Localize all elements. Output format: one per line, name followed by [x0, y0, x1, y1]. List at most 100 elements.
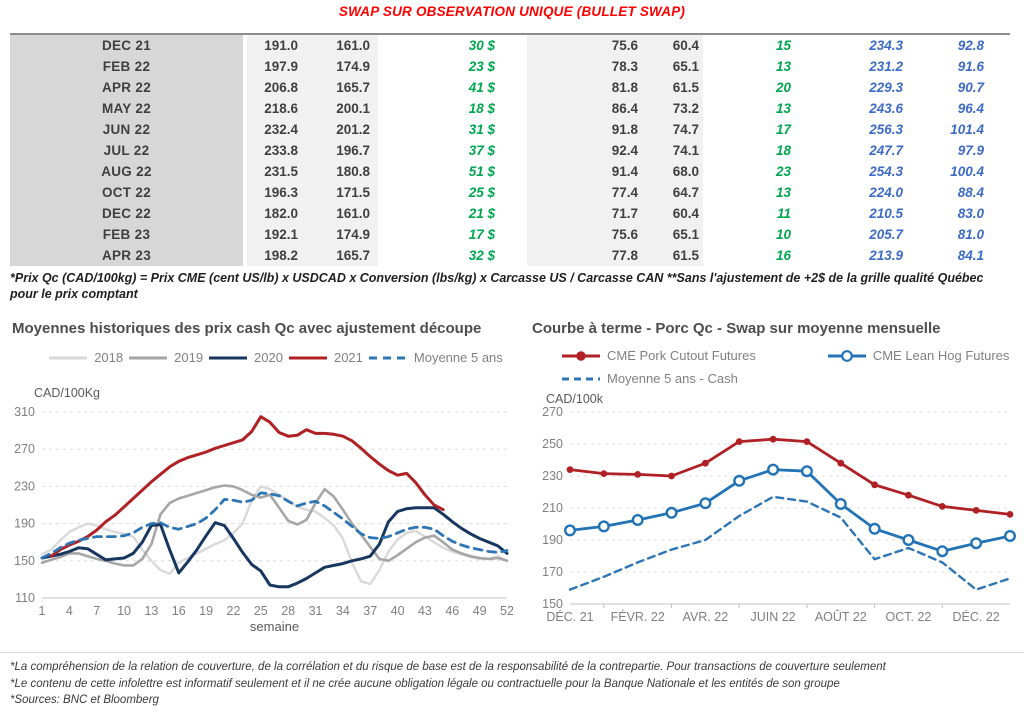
data-marker — [1006, 511, 1014, 518]
table-cell: 92.8 — [957, 38, 984, 53]
table-row: AUG 22 231.5 180.8 51 $ 91.4 68.0 23 254.3 100.4 — [10, 161, 1010, 182]
table-cell: 31 $ — [468, 122, 495, 137]
legend-label: Moyenne 5 ans — [413, 350, 503, 365]
table-cell: 10 — [775, 227, 791, 242]
table-row: APR 22 206.8 165.7 41 $ 81.8 61.5 20 229.3 90.7 — [10, 77, 1010, 98]
column-gap — [243, 56, 247, 77]
table-cell: 18 $ — [468, 101, 495, 116]
table-row: APR 23 198.2 165.7 32 $ 77.8 61.5 16 213.9 84.1 — [10, 245, 1010, 266]
series-line — [568, 437, 1012, 516]
footer-notes: *La compréhension de la relation de couv… — [0, 652, 1024, 709]
row-month-label: FEB 23 — [10, 224, 243, 245]
y-tick-label: 150 — [14, 554, 35, 568]
table-cell: 17 — [775, 122, 791, 137]
table-cell: 61.5 — [640, 245, 703, 266]
x-tick-label: 37 — [363, 604, 377, 618]
table-cell: 18 — [775, 143, 791, 158]
y-tick-label: 190 — [14, 517, 35, 531]
column-gap — [497, 98, 527, 119]
data-marker — [665, 506, 678, 519]
table-cell: 51 $ — [468, 164, 495, 179]
column-gap — [703, 203, 735, 224]
series-line — [40, 485, 509, 586]
column-gap — [497, 224, 527, 245]
series-line — [40, 506, 509, 589]
data-marker — [800, 465, 813, 478]
column-gap — [243, 245, 247, 266]
column-gap — [703, 161, 735, 182]
x-tick-label: AOÛT 22 — [815, 609, 867, 624]
x-tick-label: 49 — [473, 604, 487, 618]
table-cell: 201.2 — [312, 119, 378, 140]
table-cell: 13 — [775, 185, 791, 200]
column-gap — [378, 140, 407, 161]
legend-item-2021: 2021 — [287, 350, 363, 365]
forward-curve-legend-row1: CME Pork Cutout Futures CME Lean Hog Futu… — [560, 348, 1009, 363]
footer-note-1: *La compréhension de la relation de couv… — [10, 661, 886, 673]
footer-note-3: *Sources: BNC et Bloomberg — [10, 694, 159, 707]
legend-item-2019: 2019 — [127, 350, 203, 365]
series-line — [40, 484, 509, 567]
data-marker — [938, 503, 946, 510]
column-gap — [703, 98, 735, 119]
data-marker — [936, 545, 949, 558]
table-cell: 17 $ — [468, 227, 495, 242]
table-cell: 192.1 — [247, 224, 312, 245]
legend-item-2020: 2020 — [207, 350, 283, 365]
row-month-label: OCT 22 — [10, 182, 243, 203]
legend-marker — [840, 349, 853, 362]
table-cell: 231.2 — [869, 59, 903, 74]
x-tick-label: 40 — [391, 604, 405, 618]
column-gap — [703, 35, 735, 56]
table-cell: 60.4 — [640, 203, 703, 224]
data-marker — [701, 459, 709, 467]
table-cell: 88.4 — [957, 185, 984, 200]
column-gap — [703, 245, 735, 266]
row-month-label: MAY 22 — [10, 98, 243, 119]
column-gap — [243, 77, 247, 98]
table-cell: 32 $ — [468, 248, 495, 263]
table-cell: 68.0 — [640, 161, 703, 182]
x-tick-label: DÉC. 22 — [953, 609, 1000, 624]
table-cell: 84.1 — [957, 248, 984, 263]
historical-chart-unit: CAD/100Kg — [34, 386, 101, 400]
table-cell: 15 — [775, 38, 791, 53]
forward-curve-unit: CAD/100k — [546, 392, 603, 406]
data-marker — [970, 537, 983, 550]
legend-label: CME Pork Cutout Futures — [607, 348, 756, 363]
table-cell: 86.4 — [527, 98, 640, 119]
table-cell: 65.1 — [640, 56, 703, 77]
table-cell: 91.4 — [527, 161, 640, 182]
table-cell: 229.3 — [869, 80, 903, 95]
table-row: OCT 22 196.3 171.5 25 $ 77.4 64.7 13 224.0 88.4 — [10, 182, 1010, 203]
x-tick-label: 7 — [93, 604, 100, 618]
x-tick-label: DÉC. 21 — [546, 609, 593, 624]
legend-marker — [576, 350, 586, 361]
legend-item-moyenne-5-ans-cash: Moyenne 5 ans - Cash — [560, 371, 738, 386]
row-month-label: APR 22 — [10, 77, 243, 98]
legend-swatch — [368, 356, 407, 359]
data-marker — [600, 470, 608, 477]
table-cell: 30 $ — [468, 38, 495, 53]
legend-item-cme-lean-hog-futures: CME Lean Hog Futures — [826, 348, 1009, 363]
table-cell: 81.0 — [957, 227, 984, 242]
x-tick-label: 4 — [66, 604, 73, 618]
column-gap — [378, 161, 407, 182]
column-gap — [243, 35, 247, 56]
table-cell: 101.4 — [950, 122, 984, 137]
legend-label: 2021 — [333, 350, 363, 365]
table-cell: 200.1 — [312, 98, 378, 119]
column-gap — [243, 203, 247, 224]
table-cell: 13 — [775, 59, 791, 74]
column-gap — [703, 56, 735, 77]
x-tick-label: 31 — [309, 604, 323, 618]
table-cell: 171.5 — [312, 182, 378, 203]
column-gap — [497, 245, 527, 266]
table-cell: 100.4 — [950, 164, 984, 179]
data-marker — [597, 520, 610, 533]
table-cell: 25 $ — [468, 185, 495, 200]
table-row: DEC 21 191.0 161.0 30 $ 75.6 60.4 15 234.3 92.8 — [10, 35, 1010, 56]
x-axis-label: semaine — [250, 619, 299, 634]
x-tick-label: 25 — [254, 604, 268, 618]
column-gap — [378, 203, 407, 224]
